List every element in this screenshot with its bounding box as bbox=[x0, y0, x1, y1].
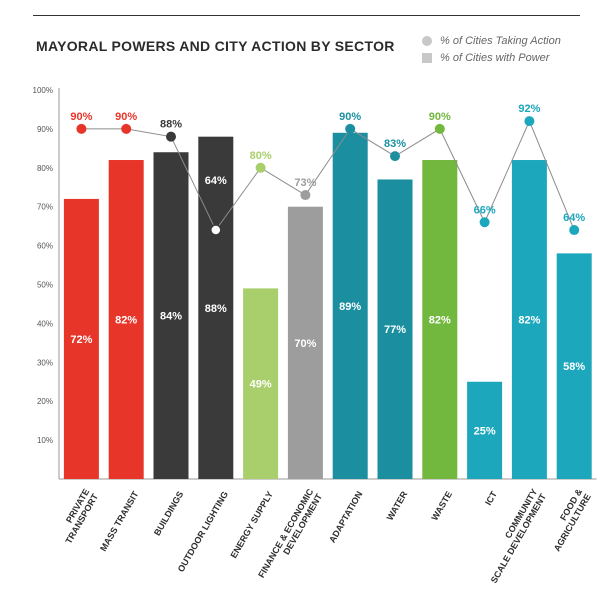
point-value-label: 88% bbox=[160, 119, 182, 131]
action-point bbox=[255, 162, 266, 173]
point-value-label: 66% bbox=[474, 204, 496, 216]
y-tick-label: 80% bbox=[37, 164, 53, 173]
bar-value-label: 58% bbox=[563, 361, 585, 373]
point-value-label: 80% bbox=[250, 150, 272, 162]
action-point bbox=[390, 151, 400, 162]
category-label-group: BUILDINGS bbox=[152, 490, 185, 538]
category-label: ADAPTATION bbox=[327, 490, 364, 545]
y-tick-label: 60% bbox=[37, 242, 53, 251]
category-label-group: WASTE bbox=[429, 490, 454, 523]
category-label-group: FOOD &AGRICULTURE bbox=[552, 487, 593, 554]
bar bbox=[287, 206, 323, 479]
bar bbox=[377, 179, 413, 479]
y-tick-label: 50% bbox=[37, 281, 53, 290]
action-point bbox=[166, 131, 176, 142]
bar-value-label: 82% bbox=[115, 315, 137, 327]
category-label: WASTE bbox=[429, 490, 454, 523]
legend-label-power: % of Cities with Power bbox=[440, 51, 550, 64]
point-value-label: 64% bbox=[205, 175, 227, 187]
action-point bbox=[569, 225, 580, 236]
point-value-label: 92% bbox=[518, 103, 540, 115]
legend-label-action: % of Cities Taking Action bbox=[440, 34, 561, 47]
bar-value-label: 70% bbox=[294, 338, 316, 350]
action-point bbox=[76, 123, 87, 134]
bar bbox=[153, 152, 189, 480]
bar-value-label: 89% bbox=[339, 301, 361, 313]
bar-value-label: 88% bbox=[205, 303, 227, 315]
point-value-label: 90% bbox=[339, 111, 361, 123]
bar bbox=[467, 381, 503, 479]
y-tick-label: 100% bbox=[33, 86, 53, 95]
bar-value-label: 84% bbox=[160, 311, 182, 323]
action-point bbox=[524, 116, 535, 127]
point-value-label: 90% bbox=[429, 111, 451, 123]
category-label: ENERGY SUPPLY bbox=[229, 490, 275, 560]
y-tick-label: 90% bbox=[37, 125, 53, 134]
bar bbox=[422, 160, 458, 479]
point-value-label: 90% bbox=[70, 111, 92, 123]
point-value-label: 83% bbox=[384, 138, 406, 150]
category-label-group: MASS TRANSIT bbox=[98, 489, 141, 553]
bar-value-label: 25% bbox=[474, 425, 496, 437]
category-label: WATER bbox=[385, 489, 410, 522]
legend-item-action: % of Cities Taking Action bbox=[422, 32, 561, 49]
legend: % of Cities Taking Action % of Cities wi… bbox=[422, 32, 561, 66]
bar-value-label: 77% bbox=[384, 324, 406, 336]
bar bbox=[511, 160, 547, 479]
category-label: OUTDOOR LIGHTING bbox=[176, 490, 230, 574]
action-line bbox=[81, 119, 575, 232]
category-label: SCALE DEVELOPMENT bbox=[489, 492, 549, 585]
bar bbox=[332, 132, 368, 480]
y-tick-label: 20% bbox=[37, 397, 53, 406]
action-point bbox=[121, 123, 132, 134]
bar-value-label: 82% bbox=[518, 315, 540, 327]
y-tick-label: 70% bbox=[37, 203, 53, 212]
top-rule bbox=[33, 15, 580, 16]
category-label-group: WATER bbox=[385, 489, 410, 522]
category-label-group: ICT bbox=[483, 489, 499, 507]
point-value-label: 64% bbox=[563, 212, 585, 224]
y-tick-label: 10% bbox=[37, 436, 53, 445]
bar bbox=[63, 198, 99, 480]
point-value-label: 73% bbox=[294, 177, 316, 189]
bar-value-label: 82% bbox=[429, 315, 451, 327]
category-label-group: OUTDOOR LIGHTING bbox=[176, 490, 230, 574]
category-label: BUILDINGS bbox=[152, 490, 185, 538]
point-value-label: 90% bbox=[115, 111, 137, 123]
y-tick-label: 30% bbox=[37, 358, 53, 367]
category-label-group: ENERGY SUPPLY bbox=[229, 490, 275, 560]
bar bbox=[198, 136, 234, 479]
legend-square-icon bbox=[422, 52, 432, 63]
bar bbox=[556, 253, 592, 479]
bar-value-label: 49% bbox=[250, 379, 272, 391]
legend-item-power: % of Cities with Power bbox=[422, 49, 561, 66]
bar bbox=[243, 288, 279, 479]
category-label: ICT bbox=[483, 489, 499, 507]
category-label: MASS TRANSIT bbox=[98, 489, 141, 553]
action-point bbox=[479, 217, 490, 228]
action-point bbox=[345, 123, 356, 134]
chart-title: MAYORAL POWERS AND CITY ACTION BY SECTOR bbox=[36, 38, 395, 54]
action-point bbox=[300, 190, 311, 201]
legend-circle-icon bbox=[422, 35, 432, 46]
bar bbox=[108, 160, 144, 479]
y-tick-label: 40% bbox=[37, 319, 53, 328]
bar-value-label: 72% bbox=[70, 334, 92, 346]
category-label-group: ADAPTATION bbox=[327, 490, 364, 545]
action-point bbox=[210, 224, 222, 236]
action-point bbox=[434, 123, 445, 134]
